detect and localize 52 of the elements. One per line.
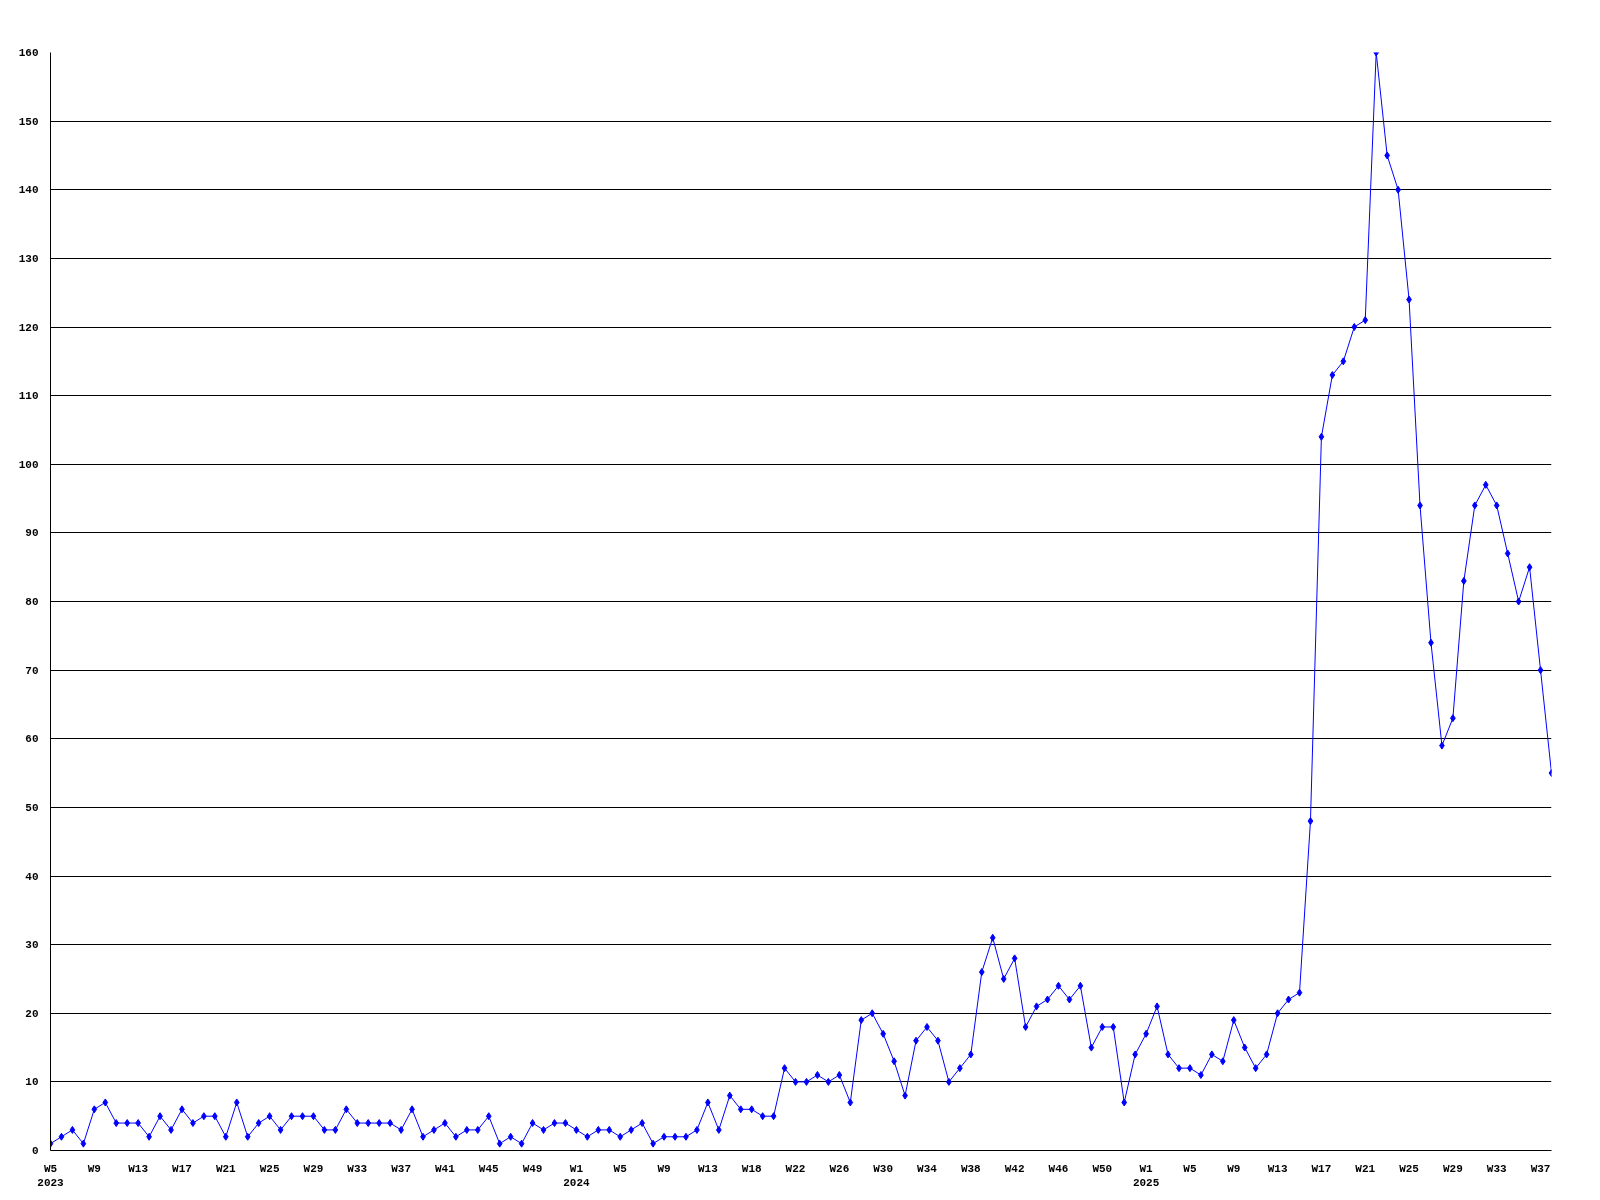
x-tick-label: W9 [1227,1162,1241,1175]
x-tick-label: W5 2023 [37,1162,65,1189]
y-tick-label: 70 [25,664,39,677]
x-tick-label: W9 [87,1162,101,1175]
x-tick-label: W1 2024 [563,1162,590,1189]
x-tick-label: W13 [1267,1162,1288,1175]
x-tick-label: W33 [347,1162,368,1175]
y-tick-label: 110 [18,390,39,403]
y-tick-label: 130 [18,252,39,265]
x-tick-label: W21 [1355,1162,1376,1175]
x-tick-label: W21 [215,1162,237,1175]
x-tick-label: W29 [1442,1162,1463,1175]
x-tick-label: W49 [522,1162,543,1175]
y-tick-label: 10 [25,1076,39,1089]
y-tick-label: 140 [18,184,39,197]
x-tick-label: W13 [697,1162,719,1175]
x-tick-label: W9 [657,1162,671,1175]
x-tick-label: W38 [960,1162,982,1175]
x-tick-label: W17 [172,1162,192,1175]
x-tick-label: W37 [391,1162,412,1175]
x-tick-label: W5 [1183,1162,1197,1175]
y-tick-label: 40 [25,870,39,883]
x-tick-label: W33 [1486,1162,1508,1175]
y-tick-label: 90 [25,527,39,540]
x-tick-label: W13 [128,1162,149,1175]
y-tick-label: 100 [18,458,39,471]
y-tick-label: 60 [25,733,39,746]
x-tick-label: W41 [435,1162,456,1175]
x-tick-label: W22 [785,1162,806,1175]
x-tick-label: W42 [1004,1162,1025,1175]
x-tick-label: W18 [741,1162,762,1175]
y-tick-label: 160 [18,47,39,59]
y-tick-label: 150 [18,115,39,128]
x-tick-label: W50 [1092,1162,1113,1175]
x-tick-label: W25 [1399,1162,1420,1175]
x-tick-label: W5 [613,1162,628,1175]
x-tick-label: W26 [829,1162,850,1175]
y-tick-label: 0 [31,1145,39,1157]
x-tick-label: W37 [1530,1162,1551,1175]
y-tick-label: 20 [25,1007,39,1020]
x-tick-label: W45 [478,1162,500,1175]
x-tick-label: W1 2025 [1132,1162,1160,1189]
x-tick-label: W17 [1311,1162,1332,1175]
x-tick-label: W25 [259,1162,280,1175]
y-tick-label: 30 [25,939,39,952]
x-tick-label: W29 [303,1162,324,1175]
x-tick-label: W46 [1048,1162,1069,1175]
x-tick-label: W34 [917,1162,938,1175]
x-tick-label: W30 [873,1162,894,1175]
y-tick-label: 80 [25,596,39,608]
y-tick-label: 120 [18,321,39,334]
y-tick-label: 50 [25,801,39,814]
